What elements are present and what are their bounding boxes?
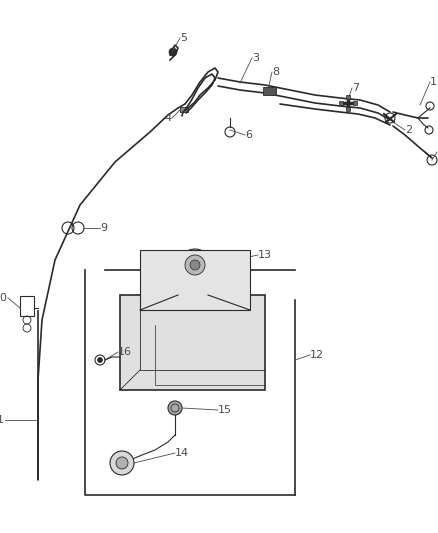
Bar bbox=[353, 101, 357, 105]
Text: 9: 9 bbox=[100, 223, 107, 233]
Bar bbox=[339, 101, 343, 105]
Text: 14: 14 bbox=[175, 448, 189, 458]
Bar bbox=[140, 250, 250, 310]
Text: 1: 1 bbox=[430, 77, 437, 87]
Bar bbox=[263, 87, 276, 95]
Text: 8: 8 bbox=[272, 67, 279, 77]
Circle shape bbox=[185, 255, 205, 275]
Text: 15: 15 bbox=[218, 405, 232, 415]
Circle shape bbox=[179, 249, 211, 281]
Text: 5: 5 bbox=[180, 33, 187, 43]
Bar bbox=[346, 107, 350, 111]
Text: 12: 12 bbox=[310, 350, 324, 360]
Text: 4: 4 bbox=[165, 113, 172, 123]
Text: 6: 6 bbox=[245, 130, 252, 140]
Text: 7: 7 bbox=[352, 83, 359, 93]
Circle shape bbox=[116, 457, 128, 469]
Text: 16: 16 bbox=[118, 347, 132, 357]
Text: 11: 11 bbox=[0, 415, 5, 425]
Circle shape bbox=[168, 401, 182, 415]
Text: 13: 13 bbox=[258, 250, 272, 260]
Text: 10: 10 bbox=[0, 293, 8, 303]
Text: 2: 2 bbox=[405, 125, 412, 135]
Text: 3: 3 bbox=[252, 53, 259, 63]
Bar bbox=[178, 270, 208, 295]
Bar bbox=[180, 107, 188, 112]
Circle shape bbox=[110, 451, 134, 475]
Bar bbox=[20, 296, 34, 316]
Text: 1: 1 bbox=[437, 147, 438, 157]
Circle shape bbox=[169, 48, 177, 56]
Bar bbox=[120, 295, 265, 390]
Circle shape bbox=[190, 260, 200, 270]
Bar bbox=[346, 95, 350, 99]
Circle shape bbox=[98, 358, 102, 362]
